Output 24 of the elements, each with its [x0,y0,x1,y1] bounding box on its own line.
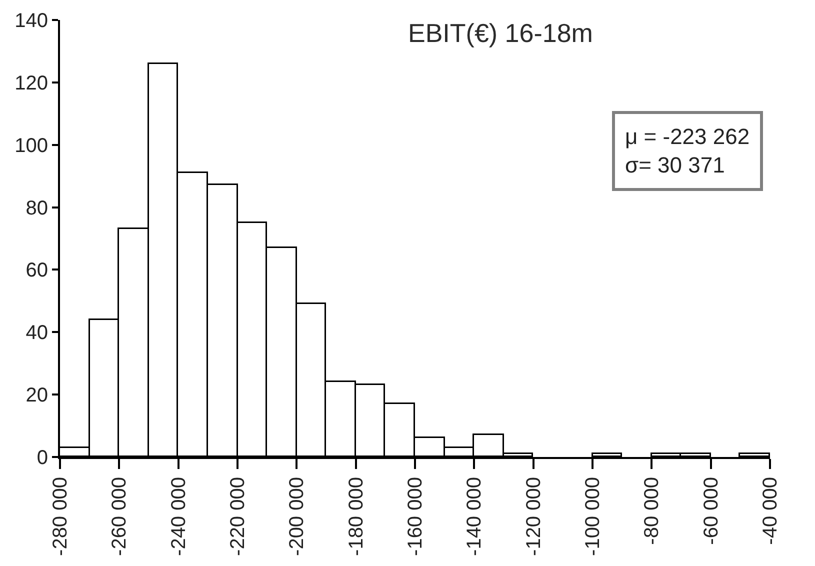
annotation: μ = -223 262 [625,124,750,149]
y-tick-label: 100 [14,134,48,157]
x-tick-label: -240 000 [168,477,190,556]
x-tick-label: -100 000 [582,477,604,556]
x-tick-label: -120 000 [522,477,545,556]
y-tick-label: 60 [26,260,48,282]
x-tick-label: -60 000 [700,477,722,545]
y-tick-label: 40 [26,322,48,344]
y-tick-label: 120 [14,72,48,94]
x-tick-label: -160 000 [404,477,426,556]
x-tick-label: -80 000 [641,477,664,545]
y-tick-label: 0 [36,447,48,469]
x-tick-label: -180 000 [345,477,368,556]
y-tick-label: 140 [14,10,48,32]
annotation: σ= 30 371 [625,152,725,178]
x-tick-label: -280 000 [50,477,72,556]
x-tick-label: -40 000 [760,477,782,545]
x-tick-label: -220 000 [227,477,249,556]
x-tick-label: -140 000 [464,477,486,556]
x-tick-label: -200 000 [286,477,308,556]
y-tick-label: 80 [26,197,48,220]
x-tick-label: -260 000 [108,477,131,556]
y-tick-label: 20 [26,384,48,407]
chart-title: EBIT(€) 16-18m [408,18,593,48]
